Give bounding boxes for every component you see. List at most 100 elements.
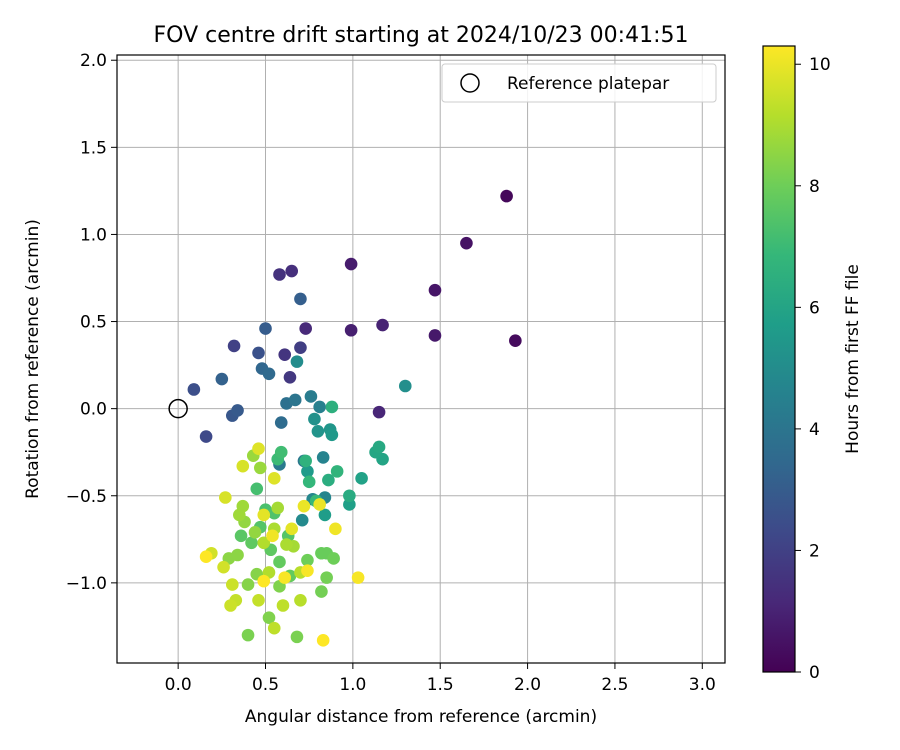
reference-platepar-marker	[168, 398, 188, 419]
data-point	[372, 440, 386, 454]
data-point	[304, 390, 318, 403]
plot-frame	[116, 54, 726, 664]
data-point	[428, 283, 442, 297]
data-point	[301, 553, 314, 567]
chart-title: FOV centre drift starting at 2024/10/23 …	[154, 23, 689, 48]
data-point	[257, 508, 271, 522]
data-point	[231, 404, 244, 417]
data-point	[285, 522, 299, 536]
data-point	[288, 393, 302, 407]
y-tick-label: 1.5	[80, 138, 107, 158]
data-point	[278, 348, 292, 361]
data-point	[252, 593, 265, 607]
data-point	[262, 367, 276, 381]
data-point	[351, 571, 365, 584]
colorbar-tick-label: 6	[809, 298, 820, 318]
data-point	[262, 611, 276, 625]
x-tick-label: 0.5	[252, 675, 279, 695]
data-point	[252, 346, 265, 360]
data-point	[259, 322, 272, 335]
data-point	[280, 538, 293, 551]
colorbar-tick-label: 10	[809, 55, 831, 75]
colorbar-tick-label: 0	[809, 663, 820, 683]
data-point	[253, 461, 267, 475]
data-point	[290, 355, 304, 368]
data-point	[308, 412, 321, 426]
data-point	[376, 318, 389, 332]
data-point	[278, 571, 292, 584]
colorbar-label: Hours from first FF file	[843, 264, 863, 454]
data-point	[297, 499, 311, 513]
data-points	[187, 189, 522, 647]
x-tick-label: 3.0	[689, 675, 716, 695]
data-point	[398, 379, 412, 393]
data-point	[322, 473, 335, 487]
x-axis-ticks: 0.0 0.5 1.0 1.5 2.0 2.5 3.0	[165, 663, 716, 695]
data-point	[294, 593, 307, 607]
data-point	[294, 292, 307, 306]
data-point	[344, 257, 358, 271]
data-point	[290, 630, 304, 644]
data-point	[252, 442, 265, 456]
data-point	[241, 628, 255, 642]
data-point	[215, 372, 229, 386]
data-point	[274, 445, 288, 459]
data-point	[316, 451, 330, 464]
data-point	[428, 329, 442, 342]
data-point	[226, 578, 239, 591]
data-point	[355, 472, 368, 485]
data-point	[245, 536, 258, 550]
data-point	[301, 465, 314, 478]
data-point	[316, 634, 330, 647]
data-point	[299, 322, 312, 335]
data-point	[283, 370, 297, 384]
x-tick-label: 0.0	[165, 675, 192, 695]
data-point	[267, 621, 281, 635]
data-point	[236, 459, 250, 473]
data-point	[294, 341, 307, 354]
y-tick-label: 0.5	[80, 313, 107, 333]
y-tick-label: 2.0	[80, 51, 107, 71]
data-point	[295, 513, 309, 527]
data-point	[301, 564, 314, 577]
colorbar-tick-label: 4	[809, 420, 820, 440]
data-point	[343, 498, 356, 511]
y-tick-label: −1.0	[66, 574, 107, 594]
y-tick-label: 1.0	[80, 225, 107, 245]
data-point	[318, 508, 332, 522]
data-point	[219, 491, 232, 504]
data-point	[273, 555, 286, 569]
data-point	[460, 236, 473, 250]
data-point	[329, 522, 342, 536]
y-axis-label: Rotation from reference (arcmin)	[23, 219, 43, 499]
data-point	[257, 574, 271, 588]
data-point	[234, 529, 248, 543]
data-point	[250, 482, 264, 496]
colorbar-tick-label: 8	[809, 177, 820, 197]
data-point	[227, 339, 241, 353]
y-tick-label: −0.5	[66, 487, 107, 507]
legend: Reference platepar	[441, 63, 717, 103]
data-point	[232, 508, 246, 522]
x-tick-label: 1.5	[427, 675, 454, 695]
data-point	[276, 599, 290, 612]
data-point	[199, 550, 213, 564]
data-point	[311, 424, 325, 438]
data-point	[257, 536, 271, 550]
colorbar-ticks: 0 2 4 6 8 10	[795, 55, 831, 683]
x-tick-label: 2.5	[601, 675, 628, 695]
data-point	[315, 585, 328, 598]
data-point	[302, 475, 316, 489]
data-point	[199, 430, 213, 443]
data-point	[299, 454, 312, 468]
data-point	[217, 560, 230, 574]
data-point	[285, 264, 299, 278]
data-point	[313, 400, 326, 414]
data-point	[273, 268, 286, 281]
data-point	[313, 498, 326, 511]
data-point	[372, 405, 386, 419]
x-tick-label: 2.0	[514, 675, 541, 695]
data-point	[320, 571, 333, 584]
